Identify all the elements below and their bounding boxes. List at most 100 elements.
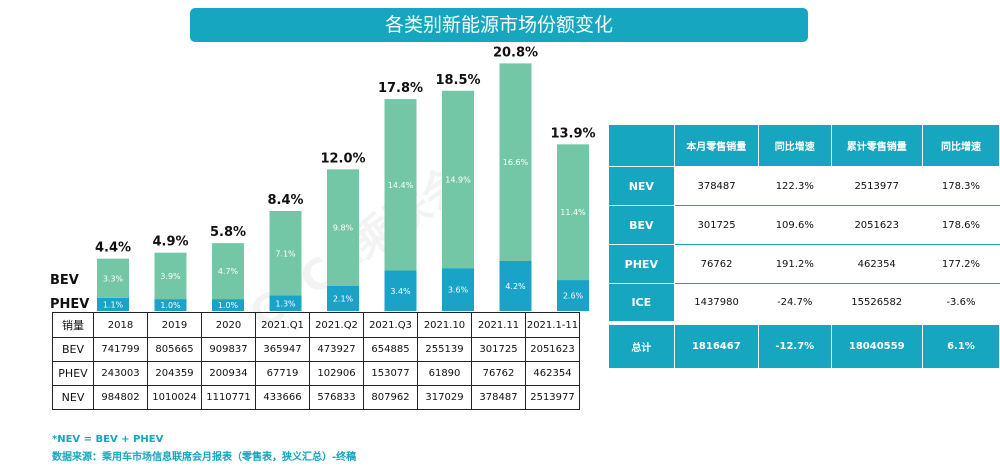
table-cell: 109.6% <box>758 205 832 245</box>
table-cell: 2051623 <box>525 337 580 362</box>
total-cell: -12.7% <box>758 320 832 369</box>
chart-title: 各类别新能源市场份额变化 <box>190 8 808 42</box>
legend-label-phev: PHEV <box>50 297 89 312</box>
footnote-source: 数据来源：乘用车市场信息联席会月报表（零售表，狭义汇总）-终稿 <box>52 452 357 463</box>
table-cell: 462354 <box>525 361 580 386</box>
footnote-formula: *NEV = BEV + PHEV <box>52 434 164 445</box>
data-label-bev: 16.6% <box>503 158 529 167</box>
table-cell: 654885 <box>363 337 418 362</box>
total-label: 20.8% <box>493 45 538 60</box>
table-cell: 76762 <box>471 361 526 386</box>
table-cell: 1010024 <box>147 385 202 410</box>
table-cell: 909837 <box>201 337 256 362</box>
table-cell: 2051623 <box>831 205 923 245</box>
table-cell: 984802 <box>93 385 148 410</box>
table-cell: 462354 <box>831 244 923 284</box>
total-row-label: 总计 <box>608 320 675 369</box>
table-cell: 153077 <box>363 361 418 386</box>
stats-table: 本月零售销量 同比增速 累计零售销量 同比增速 NEV 378487 122.3% 2513… <box>608 124 1000 369</box>
sales-column-header: 2021.Q2 <box>309 312 364 338</box>
table-row: NEV 984802 1010024 1110771 433666 576833 80796… <box>52 385 580 410</box>
table-row: NEV 378487 122.3% 2513977 178.3% <box>608 166 1000 206</box>
table-cell: 317029 <box>417 385 472 410</box>
data-label-phev: 1.3% <box>275 299 296 308</box>
total-label: 18.5% <box>435 73 480 88</box>
row-label: NEV <box>608 166 675 206</box>
table-cell: 76762 <box>674 244 759 284</box>
total-label: 13.9% <box>550 126 595 141</box>
table-row: PHEV 76762 191.2% 462354 177.2% <box>608 244 1000 284</box>
table-cell: 301725 <box>471 337 526 362</box>
data-label-phev: 3.4% <box>390 287 411 296</box>
stacked-bar-chart: BEV PHEV 1.1% 3.3% 4.4% 1.0% 3.9% 4.9% 1.0% 4.7… <box>50 45 596 312</box>
bar-bev <box>557 144 589 281</box>
table-cell: 178.6% <box>922 205 1000 245</box>
table-cell: 122.3% <box>758 166 832 206</box>
data-label-phev: 1.1% <box>103 300 124 309</box>
bar-phev <box>384 270 417 311</box>
table-cell: 473927 <box>309 337 364 362</box>
data-label-bev: 14.9% <box>445 175 471 184</box>
sales-table: 销量 2018 2019 2020 2021.Q1 2021.Q2 2021.Q3 2021… <box>52 312 580 410</box>
bar-phev <box>269 295 302 311</box>
total-cell: 1816467 <box>673 320 760 369</box>
table-cell: 807962 <box>363 385 418 410</box>
table-row: PHEV 243003 204359 200934 67719 102906 153077 6… <box>52 361 580 386</box>
table-cell: 2513977 <box>525 385 580 410</box>
table-cell: 741799 <box>93 337 148 362</box>
table-cell: 178.3% <box>922 166 1000 206</box>
bar-phev <box>327 286 359 311</box>
table-cell: 191.2% <box>758 244 832 284</box>
stats-column-header: 累计零售销量 <box>830 124 923 167</box>
stats-column-header: 同比增速 <box>758 124 832 167</box>
table-cell: 200934 <box>201 361 256 386</box>
total-label: 17.8% <box>378 81 423 96</box>
total-label: 4.9% <box>152 235 188 250</box>
table-cell: -24.7% <box>758 283 832 323</box>
stats-column-header: 同比增速 <box>921 124 1000 167</box>
sales-column-header: 2021.Q1 <box>255 312 310 338</box>
table-cell: -3.6% <box>922 283 1000 323</box>
row-label: NEV <box>52 385 94 410</box>
total-label: 12.0% <box>320 151 365 166</box>
data-label-phev: 1.0% <box>160 301 181 310</box>
table-cell: 433666 <box>255 385 310 410</box>
table-cell: 15526582 <box>831 283 923 323</box>
table-row: BEV 741799 805665 909837 365947 473927 654885 2… <box>52 337 580 362</box>
bar-bev <box>384 99 417 271</box>
data-label-bev: 14.4% <box>388 181 414 190</box>
bar-phev <box>499 261 532 311</box>
sales-column-header: 2021.Q3 <box>363 312 418 338</box>
data-label-bev: 3.3% <box>103 274 124 283</box>
data-label-bev: 4.7% <box>218 267 239 276</box>
data-label-phev: 3.6% <box>448 286 469 295</box>
total-label: 5.8% <box>210 225 246 240</box>
legend-label-bev: BEV <box>50 273 79 288</box>
sales-table-header: 销量 <box>52 312 94 338</box>
bar-bev <box>442 90 474 269</box>
table-cell: 378487 <box>471 385 526 410</box>
data-label-phev: 1.0% <box>218 301 239 310</box>
table-cell: 177.2% <box>922 244 1000 284</box>
table-cell: 102906 <box>309 361 364 386</box>
bar-phev <box>97 297 129 311</box>
data-label-phev: 2.1% <box>333 295 354 304</box>
table-cell: 243003 <box>93 361 148 386</box>
bar-bev <box>499 63 532 261</box>
total-cell: 6.1% <box>921 320 1000 369</box>
total-cell: 18040559 <box>830 320 923 369</box>
bar-bev <box>327 169 359 286</box>
row-label: BEV <box>52 337 94 362</box>
row-label: PHEV <box>52 361 94 386</box>
table-cell: 61890 <box>417 361 472 386</box>
bar-bev <box>154 252 187 300</box>
data-label-bev: 7.1% <box>275 249 296 258</box>
bar-bev <box>97 258 129 298</box>
bar-phev <box>557 280 589 311</box>
sales-column-header: 2020 <box>201 312 256 338</box>
row-label: BEV <box>608 205 675 245</box>
data-label-bev: 11.4% <box>560 208 586 217</box>
stats-column-header: 本月零售销量 <box>673 124 760 167</box>
sales-column-header: 2019 <box>147 312 202 338</box>
row-label: PHEV <box>608 244 675 284</box>
